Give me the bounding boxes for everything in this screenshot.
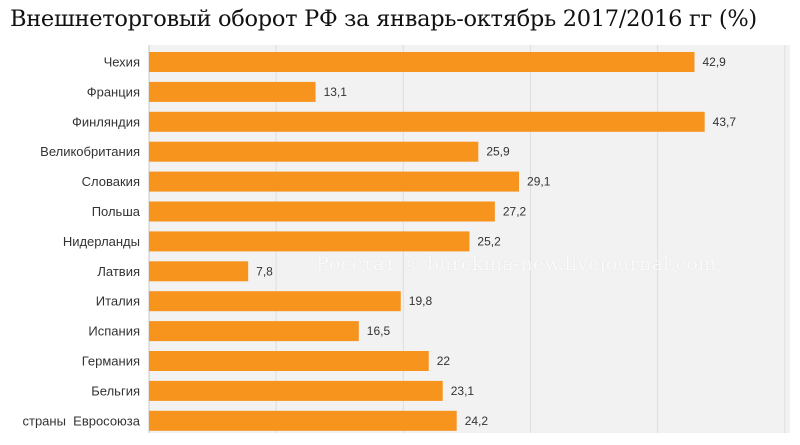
value-label: 42,9: [703, 55, 727, 69]
category-label: Италия: [96, 294, 140, 309]
category-label: Польша: [92, 204, 141, 219]
bar: [149, 410, 457, 431]
value-labels: 42,9 13,1 43,7 25,9 29,1 27,2 25,2 7,8 19,8 16,5 2…: [256, 55, 736, 428]
bar: [149, 141, 479, 162]
bar: [149, 81, 316, 102]
bar: [149, 321, 359, 342]
bar: [149, 52, 695, 72]
value-label: 19,8: [409, 294, 433, 308]
category-label: Испания: [88, 324, 140, 339]
bar: [149, 261, 249, 282]
category-label: страны Евросоюза: [22, 413, 140, 428]
category-label: Германия: [82, 354, 140, 369]
category-labels: Чехия Франция Финляндия Великобритания Слова…: [22, 55, 140, 429]
bar: [149, 380, 443, 401]
value-label: 25,9: [486, 145, 510, 159]
category-label: Латвия: [97, 264, 140, 279]
value-label: 23,1: [451, 384, 475, 398]
value-label: 24,2: [465, 414, 489, 428]
value-label: 29,1: [527, 175, 551, 189]
category-label: Великобритания: [40, 144, 140, 159]
category-label: Бельгия: [91, 383, 140, 398]
value-label: 43,7: [713, 115, 737, 129]
value-label: 22: [437, 354, 451, 368]
category-label: Чехия: [104, 55, 140, 70]
category-label: Финляндия: [72, 114, 140, 129]
category-label: Нидерланды: [63, 234, 140, 249]
value-label: 7,8: [256, 264, 273, 278]
value-label: 25,2: [477, 234, 501, 248]
bar: [149, 231, 470, 252]
bar: [149, 201, 495, 222]
bar: [149, 351, 429, 371]
watermark: Росстат © burckina-new.livejournal.com: [316, 253, 717, 275]
bar: [149, 111, 705, 132]
value-label: 27,2: [503, 205, 527, 219]
value-label: 13,1: [324, 85, 348, 99]
bars-group: [149, 52, 705, 431]
value-label: 16,5: [367, 324, 391, 338]
category-label: Словакия: [82, 174, 140, 189]
bar: [149, 291, 401, 312]
category-label: Франция: [87, 84, 140, 99]
bar: [149, 171, 520, 192]
chart-title: Внешнеторговый оборот РФ за январь-октяб…: [10, 6, 757, 32]
